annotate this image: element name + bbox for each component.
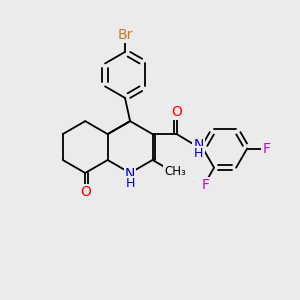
Text: O: O xyxy=(171,105,182,119)
Text: H: H xyxy=(194,147,203,160)
Text: O: O xyxy=(80,185,91,199)
Text: N: N xyxy=(194,138,204,152)
Text: N: N xyxy=(125,167,135,181)
Text: F: F xyxy=(202,178,209,192)
Text: F: F xyxy=(262,142,271,155)
Text: CH₃: CH₃ xyxy=(164,165,186,178)
Text: H: H xyxy=(125,177,135,190)
Text: Br: Br xyxy=(117,28,133,42)
